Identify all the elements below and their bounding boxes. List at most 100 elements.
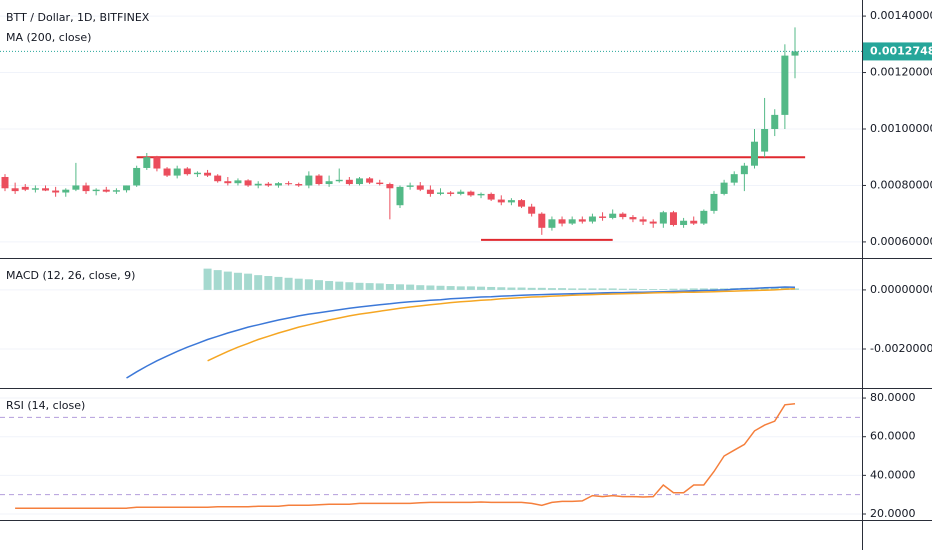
candle-body (52, 190, 60, 193)
candle-body (112, 190, 120, 192)
candle-body (21, 186, 29, 190)
candle-body (578, 219, 586, 222)
candle-body (457, 191, 465, 194)
pane-title: MACD (12, 26, close, 9) (6, 269, 135, 282)
histogram-bar (385, 284, 394, 290)
candle-body (123, 185, 131, 191)
candle-body (31, 188, 39, 190)
candle-body (558, 219, 566, 224)
histogram-bar (436, 285, 445, 290)
last-price-label: 0.00127480 (870, 44, 932, 57)
candle-body (305, 175, 313, 186)
histogram-bar (649, 289, 658, 290)
histogram-bar (770, 287, 779, 290)
candle-body (750, 141, 758, 166)
candle-body (366, 178, 374, 183)
candle-body (710, 193, 718, 211)
histogram-bar (507, 287, 516, 290)
histogram-bar (244, 273, 253, 290)
candle-body (315, 175, 323, 185)
candle-body (700, 210, 708, 224)
candle-body (72, 185, 80, 190)
histogram-bar (547, 288, 556, 290)
candle-body (355, 178, 363, 185)
histogram-bar (618, 288, 627, 290)
y-tick-label: 0.00140000 (870, 9, 932, 22)
histogram-bar (578, 288, 587, 290)
histogram-bar (568, 288, 577, 290)
histogram-bar (223, 271, 232, 290)
histogram-bar (497, 287, 506, 290)
candle-body (102, 189, 110, 192)
histogram-bar (375, 283, 384, 290)
histogram-bar (345, 282, 354, 290)
last-price-box (863, 42, 932, 61)
pane-title: BTT / Dollar, 1D, BITFINEX (6, 11, 150, 24)
histogram-bar (598, 288, 607, 290)
candle-body (771, 114, 779, 129)
histogram-bar (446, 286, 455, 290)
candle-body (599, 216, 607, 218)
y-tick-label: 60.0000 (870, 430, 916, 443)
histogram-bar (456, 286, 465, 290)
candle-body (193, 172, 201, 175)
y-tick-label: 80.0000 (870, 391, 916, 404)
candle-body (173, 168, 181, 176)
candle-body (406, 185, 414, 187)
candle-body (285, 183, 293, 185)
y-tick-label: 0.00080000 (870, 178, 932, 191)
histogram-bar (669, 288, 678, 290)
candle-body (781, 55, 789, 115)
candle-body (325, 181, 333, 185)
candle-body (11, 188, 19, 192)
candle-body (609, 213, 617, 218)
candle-body (730, 174, 738, 183)
histogram-bar (284, 277, 293, 290)
histogram-bar (304, 279, 313, 290)
candle-body (538, 213, 546, 228)
candle-body (386, 184, 394, 189)
candle-body (528, 206, 536, 214)
histogram-bar (396, 284, 404, 290)
histogram-bar (659, 289, 668, 290)
histogram-bar (254, 275, 263, 290)
candle-body (396, 186, 404, 206)
histogram-bar (679, 288, 688, 290)
candle-body (426, 189, 434, 194)
histogram-bar (335, 281, 344, 290)
candle-body (791, 51, 799, 56)
candle-body (649, 221, 657, 224)
mark-layer (0, 27, 862, 509)
histogram-bar (203, 268, 212, 290)
candle-body (447, 192, 455, 194)
series-line (207, 287, 796, 362)
y-tick-label: 0.00000000 (870, 283, 932, 296)
candle-body (244, 180, 252, 186)
histogram-bar (608, 288, 617, 290)
histogram-bar (527, 287, 536, 290)
histogram-bar (466, 286, 475, 290)
y-tick-label: 0.00060000 (870, 235, 932, 248)
histogram-bar (416, 285, 425, 290)
candle-body (487, 193, 495, 200)
histogram-bar (477, 286, 486, 290)
candle-body (619, 213, 627, 218)
y-tick-label: -0.00200000 (870, 342, 932, 355)
candle-body (376, 182, 384, 185)
candle-body (133, 167, 141, 186)
candle-body (518, 200, 526, 207)
candle-body (720, 182, 728, 194)
series-line (15, 403, 796, 509)
candle-body (659, 212, 667, 224)
candle-body (92, 189, 100, 192)
histogram-bar (689, 288, 698, 290)
histogram-bar (426, 285, 435, 290)
histogram-bar (639, 289, 648, 290)
candle-body (639, 219, 647, 222)
histogram-bar (517, 287, 526, 290)
candle-body (335, 179, 343, 182)
candle-body (42, 188, 50, 191)
y-tick-label: 0.00120000 (870, 66, 932, 79)
histogram-bar (537, 287, 546, 290)
